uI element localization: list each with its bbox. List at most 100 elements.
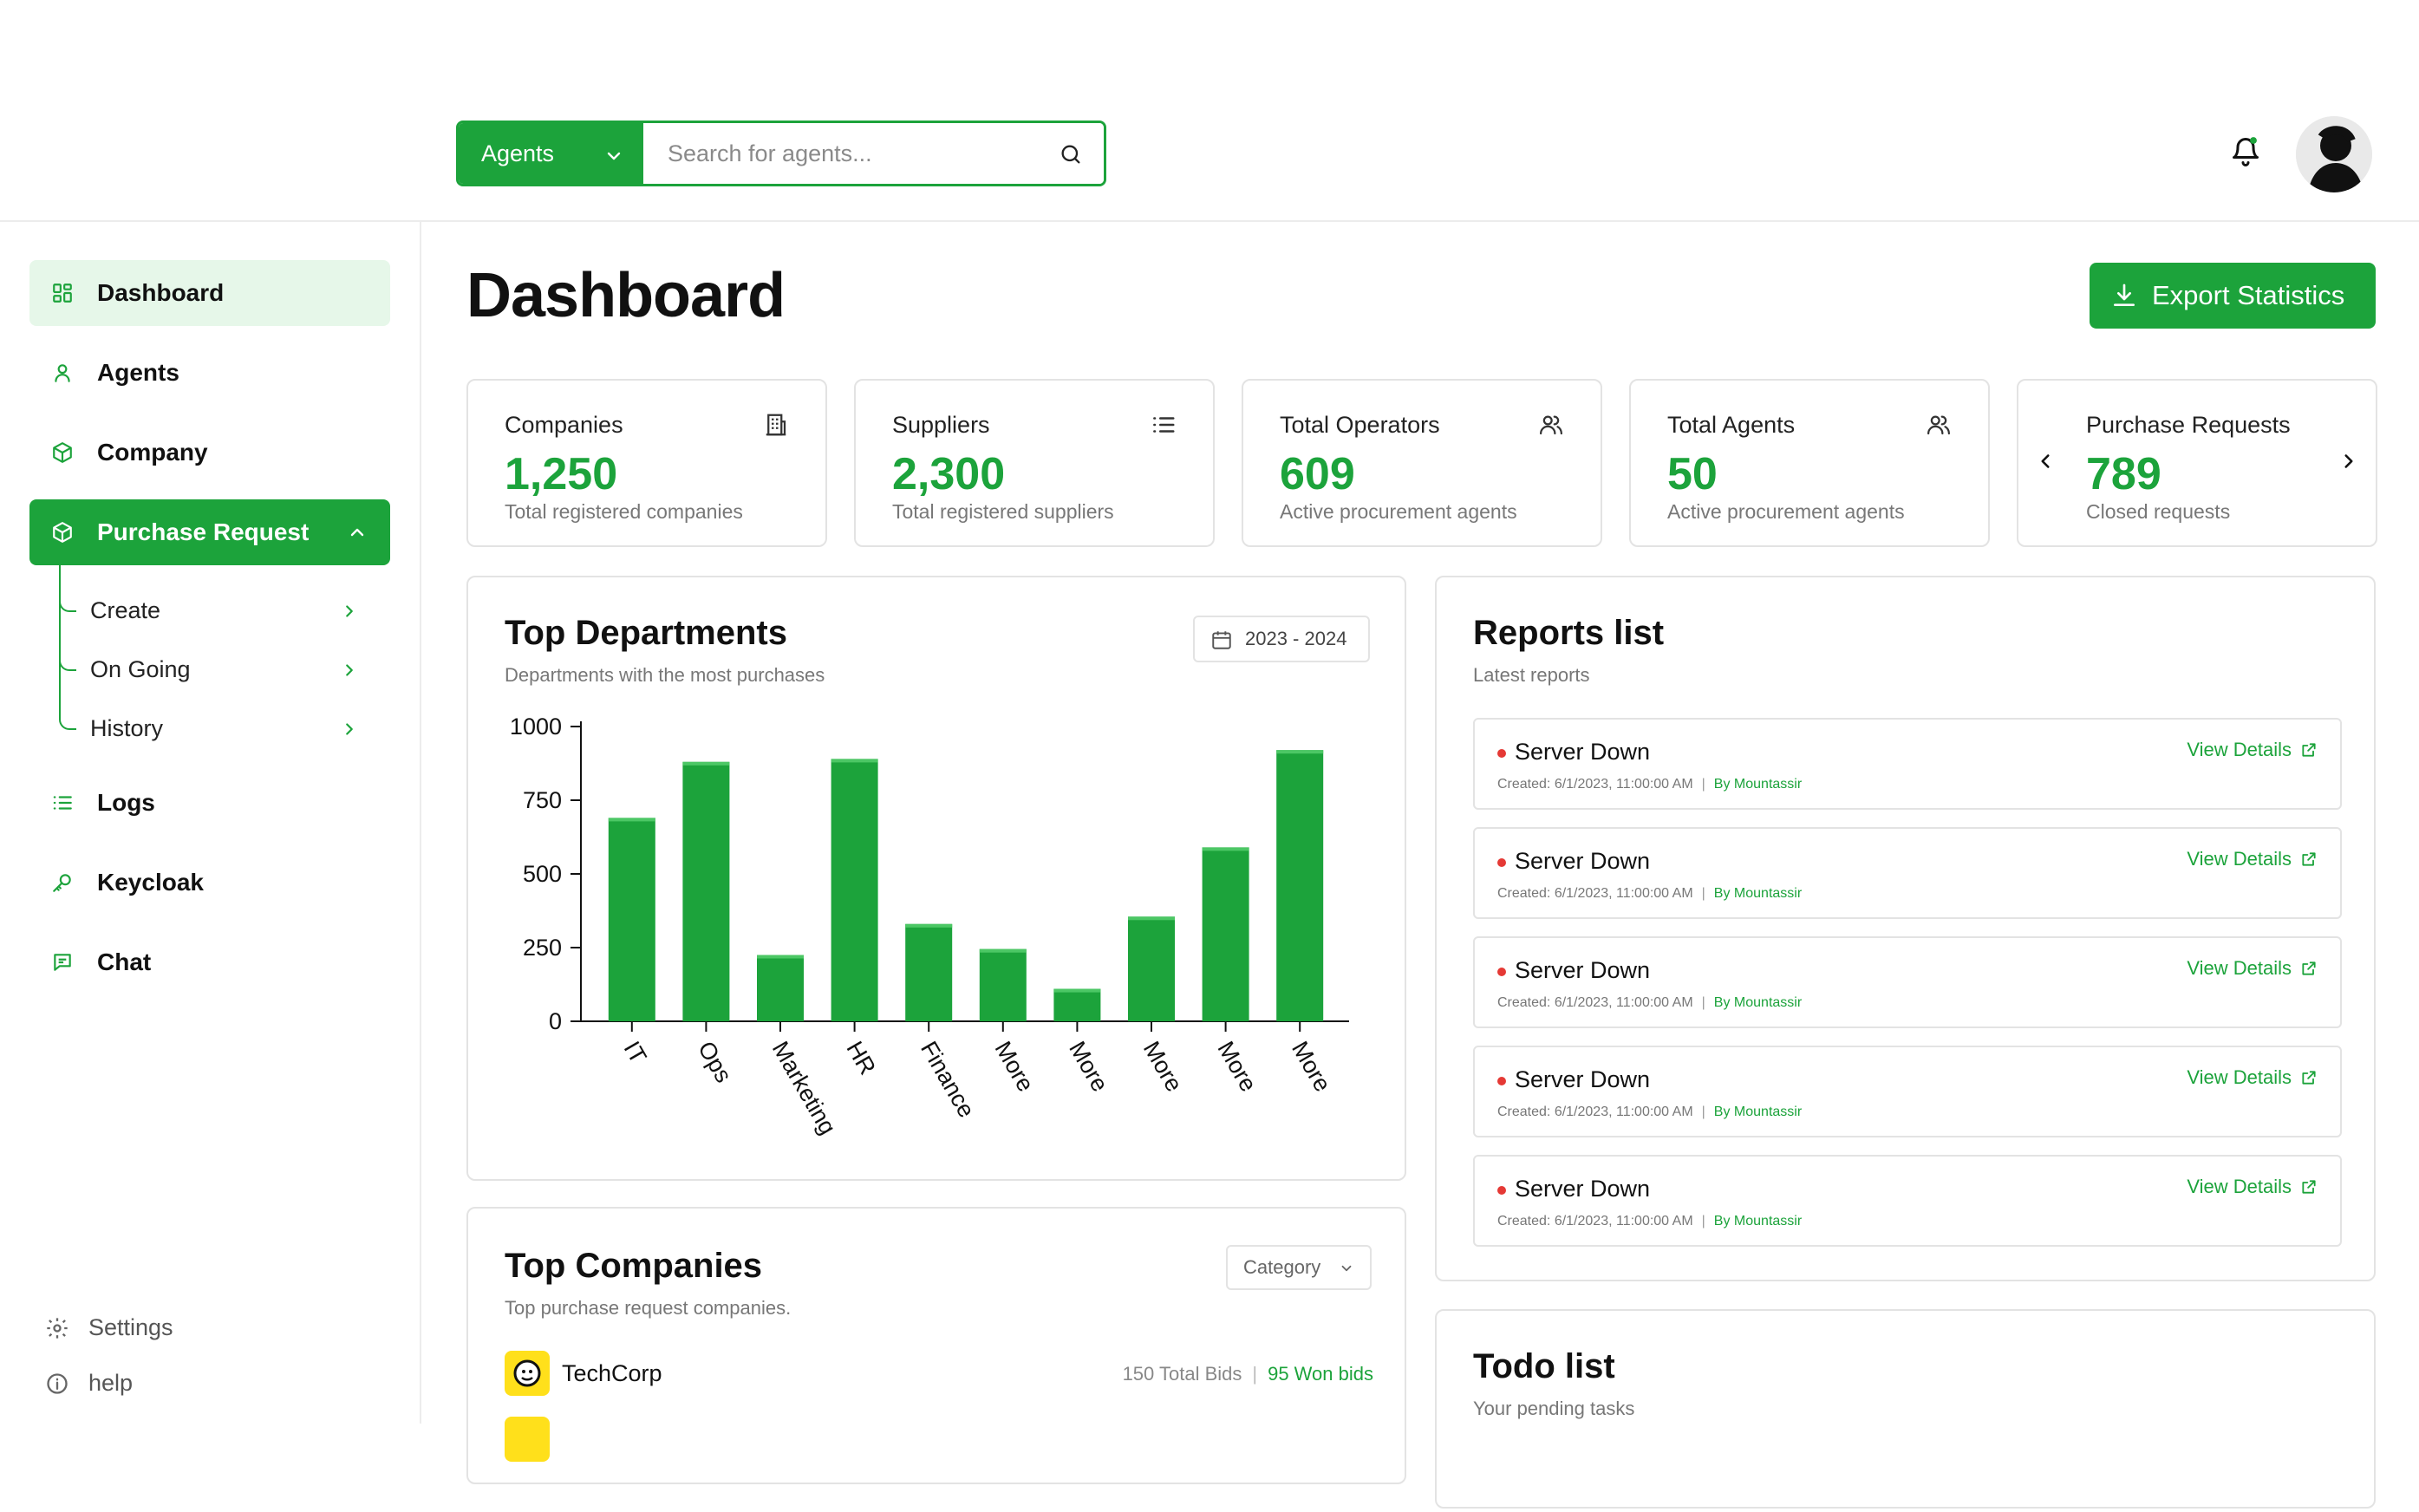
- stat-subtext: Total registered companies: [505, 500, 743, 523]
- page-title: Dashboard: [466, 261, 786, 330]
- panel-title: Reports list: [1473, 614, 1665, 652]
- submenu-hook: [59, 586, 76, 612]
- sidebar-item-label: Agents: [97, 359, 179, 386]
- status-dot: [1497, 968, 1506, 976]
- stat-card-suppliers: Suppliers 2,300 Total registered supplie…: [854, 379, 1215, 547]
- view-details-label: View Details: [2187, 957, 2292, 979]
- company-logo: [505, 1417, 550, 1462]
- stat-subtext: Active procurement agents: [1280, 500, 1517, 523]
- users-icon: [1540, 415, 1562, 435]
- y-tick-label: 0: [549, 1008, 562, 1034]
- search-scope-label: Agents: [481, 140, 555, 166]
- sidebar-item-purchase-request[interactable]: Purchase Request: [29, 499, 390, 565]
- search-scope-select[interactable]: Agents: [459, 123, 643, 184]
- notification-bell-icon[interactable]: [2230, 134, 2261, 168]
- x-tick-label: More: [1064, 1037, 1113, 1096]
- view-details-link[interactable]: View Details: [2187, 848, 2318, 870]
- stat-card-purchase-requests: Purchase Requests 789 Closed requests: [2017, 379, 2377, 547]
- message-icon: [49, 948, 76, 976]
- chevron-up-icon[interactable]: [347, 522, 368, 543]
- status-dot: [1497, 749, 1506, 758]
- list-icon: [49, 789, 76, 817]
- panel-subtitle: Top purchase request companies.: [505, 1297, 792, 1319]
- stat-card-total-operators: Total Operators 609 Active procurement a…: [1242, 379, 1602, 547]
- y-tick-label: 1000: [510, 714, 562, 740]
- sidebar-item-company[interactable]: Company: [29, 420, 390, 486]
- company-row[interactable]: TechCorp 150 Total Bids | 95 Won bids: [505, 1349, 1373, 1398]
- report-meta: Created: 6/1/2023, 11:00:00 AM | By Mounta…: [1497, 886, 1802, 902]
- view-details-link[interactable]: View Details: [2187, 739, 2318, 761]
- date-range-picker[interactable]: 2023 - 2024: [1193, 616, 1370, 662]
- report-created: Created: 6/1/2023, 11:00:00 AM: [1497, 995, 1693, 1010]
- x-tick-label: IT: [619, 1037, 652, 1068]
- chevron-left-icon[interactable]: [2034, 450, 2057, 472]
- sidebar-item-label: Chat: [97, 948, 152, 975]
- stat-subtext: Closed requests: [2086, 500, 2231, 523]
- report-created: Created: 6/1/2023, 11:00:00 AM: [1497, 1214, 1693, 1228]
- report-title: Server Down: [1515, 739, 1651, 765]
- submenu-hook: [59, 645, 76, 671]
- report-meta: Created: 6/1/2023, 11:00:00 AM | By Mounta…: [1497, 1105, 1802, 1120]
- top-companies-panel: Top Companies Top purchase request compa…: [466, 1207, 1406, 1484]
- view-details-label: View Details: [2187, 739, 2292, 760]
- search-icon[interactable]: [1059, 142, 1083, 166]
- stat-label: Suppliers: [892, 412, 990, 438]
- submenu-item-label: Create: [90, 596, 161, 623]
- external-link-icon: [2302, 1180, 2316, 1194]
- sidebar-item-logs[interactable]: Logs: [29, 770, 390, 836]
- won-bids: 95 Won bids: [1268, 1363, 1373, 1385]
- stat-value: 2,300: [892, 449, 1006, 499]
- sidebar-item-chat[interactable]: Chat: [29, 929, 390, 995]
- report-meta: Created: 6/1/2023, 11:00:00 AM | By Mounta…: [1497, 995, 1802, 1011]
- sidebar-help[interactable]: help: [45, 1370, 133, 1397]
- chevron-right-icon[interactable]: [2337, 450, 2360, 472]
- x-tick-label: Finance: [916, 1037, 980, 1122]
- user-avatar[interactable]: [2296, 116, 2372, 192]
- report-author: By Mountassir: [1713, 1214, 1803, 1228]
- submenu-item-create[interactable]: Create: [59, 586, 380, 635]
- bar: [1053, 988, 1101, 1021]
- bar-cap: [757, 955, 804, 959]
- stat-label: Purchase Requests: [2086, 412, 2291, 438]
- view-details-link[interactable]: View Details: [2187, 957, 2318, 980]
- bar: [905, 923, 953, 1021]
- submenu-item-history[interactable]: History: [59, 704, 380, 753]
- category-filter[interactable]: Category: [1226, 1245, 1372, 1290]
- report-created: Created: 6/1/2023, 11:00:00 AM: [1497, 1105, 1693, 1119]
- bar: [831, 759, 878, 1021]
- stat-value: 1,250: [505, 449, 618, 499]
- sidebar-item-label: Keycloak: [97, 869, 204, 896]
- export-statistics-button[interactable]: Export Statistics: [2090, 263, 2376, 329]
- report-author: By Mountassir: [1713, 995, 1803, 1010]
- stat-value: 609: [1280, 449, 1355, 499]
- report-author: By Mountassir: [1713, 777, 1803, 792]
- submenu-item-label: On Going: [90, 655, 191, 682]
- sidebar-item-label: Logs: [97, 789, 155, 816]
- panel-subtitle: Latest reports: [1473, 664, 1590, 686]
- search-input[interactable]: [643, 123, 1104, 184]
- bar-cap: [905, 923, 953, 928]
- gear-icon: [47, 1317, 68, 1339]
- panel-title: Todo list: [1473, 1347, 1615, 1385]
- sidebar-settings[interactable]: Settings: [45, 1314, 173, 1341]
- report-meta: Created: 6/1/2023, 11:00:00 AM | By Mounta…: [1497, 777, 1802, 792]
- date-range-label: 2023 - 2024: [1245, 628, 1347, 649]
- view-details-label: View Details: [2187, 1066, 2292, 1088]
- submenu-item-on-going[interactable]: On Going: [59, 645, 380, 694]
- view-details-link[interactable]: View Details: [2187, 1066, 2318, 1089]
- company-row[interactable]: [505, 1415, 1373, 1463]
- x-tick-label: More: [1287, 1037, 1336, 1096]
- stat-subtext: Total registered suppliers: [892, 500, 1114, 523]
- bar: [1128, 916, 1175, 1021]
- sidebar-item-dashboard[interactable]: Dashboard: [29, 260, 390, 326]
- search-bar: Agents: [456, 121, 1106, 186]
- sidebar-item-agents[interactable]: Agents: [29, 340, 390, 406]
- sidebar: [0, 222, 421, 1424]
- view-details-link[interactable]: View Details: [2187, 1176, 2318, 1198]
- user-icon: [49, 359, 76, 387]
- chevron-right-icon: [346, 605, 353, 617]
- panel-subtitle: Your pending tasks: [1473, 1398, 1635, 1419]
- report-meta: Created: 6/1/2023, 11:00:00 AM | By Mounta…: [1497, 1214, 1802, 1229]
- grid-icon: [49, 279, 76, 307]
- sidebar-item-keycloak[interactable]: Keycloak: [29, 850, 390, 916]
